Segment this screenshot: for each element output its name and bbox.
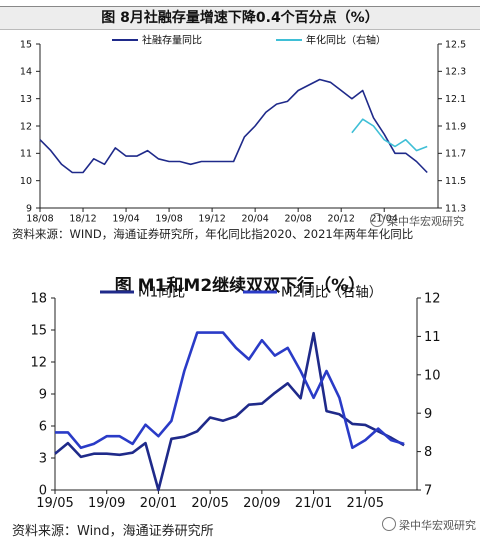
source-note: 资料来源：Wind，海通证券研究所 bbox=[12, 524, 214, 539]
series-line-2 bbox=[55, 331, 405, 450]
legend-label: M2同比（右轴） bbox=[281, 285, 382, 301]
x-tick-label: 19/08 bbox=[155, 214, 182, 225]
y-tick-label-left: 15 bbox=[30, 324, 47, 339]
watermark: 梁中华宏观研究 bbox=[382, 517, 476, 533]
series-line-1 bbox=[39, 78, 428, 174]
y-tick-label-right: 11 bbox=[424, 330, 441, 345]
line-chart-social-financing: 9 10 11 12 13 14 15 11.3 11.5 11.7 11.9 12.1 12.3 12.… bbox=[20, 34, 466, 225]
y-tick-label-right: 9 bbox=[424, 407, 432, 422]
x-tick-label: 20/08 bbox=[284, 214, 311, 225]
x-tick-label: 20/04 bbox=[241, 214, 268, 225]
x-tick-label: 21/01 bbox=[295, 496, 332, 511]
x-tick-label: 19/09 bbox=[88, 496, 125, 511]
x-tick-label: 20/09 bbox=[243, 496, 280, 511]
y-tick-label-left: 11 bbox=[20, 149, 32, 160]
y-tick-label-left: 12 bbox=[20, 121, 32, 132]
watermark: 梁中华宏观研究 bbox=[370, 213, 464, 229]
source-note: 资料来源：WIND，海通证券研究所，年化同比指2020、2021年两年年化同比 bbox=[12, 227, 414, 241]
legend-label: 社融存量同比 bbox=[142, 34, 202, 47]
y-tick-label-right: 12.1 bbox=[445, 94, 466, 105]
y-tick-label-left: 0 bbox=[39, 484, 47, 499]
chart-panel-m1-m2: 图 M1和M2继续双双下行（%） 0 3 6 9 12 15 18 7 8 9 10 11 12 19/0… bbox=[0, 262, 480, 548]
x-tick-label: 20/01 bbox=[140, 496, 177, 511]
y-tick-label-left: 13 bbox=[20, 94, 32, 105]
legend-label: 年化同比（右轴） bbox=[306, 34, 386, 47]
y-tick-label-left: 3 bbox=[39, 452, 47, 467]
y-tick-label-left: 12 bbox=[30, 356, 47, 371]
series-line-2 bbox=[351, 118, 428, 152]
y-tick-label-right: 12.3 bbox=[445, 67, 466, 78]
x-tick-label: 19/04 bbox=[112, 214, 139, 225]
series-line-1 bbox=[54, 331, 405, 492]
y-tick-label-right: 11.7 bbox=[445, 149, 466, 160]
line-chart-m1-m2: 0 3 6 9 12 15 18 7 8 9 10 11 12 19/05 19/09 20/01 20/05 2… bbox=[30, 285, 441, 511]
y-tick-label-right: 12 bbox=[424, 292, 441, 307]
chart-title: 图 8月社融存量增速下降0.4个百分点（%） bbox=[0, 6, 480, 30]
y-tick-label-left: 18 bbox=[30, 292, 47, 307]
x-tick-label: 18/08 bbox=[26, 214, 53, 225]
x-tick-label: 21/04 bbox=[371, 214, 398, 225]
y-tick-label-left: 9 bbox=[26, 203, 32, 214]
x-tick-label: 21/05 bbox=[347, 496, 384, 511]
x-tick-label: 20/12 bbox=[327, 214, 354, 225]
wechat-icon bbox=[382, 517, 396, 531]
y-tick-label-right: 7 bbox=[424, 484, 432, 499]
y-tick-label-right: 11.9 bbox=[445, 121, 466, 132]
y-tick-label-right: 11.5 bbox=[445, 176, 466, 187]
y-tick-label-left: 6 bbox=[39, 420, 47, 435]
legend-label: M1同比 bbox=[138, 285, 185, 301]
chart-panel-social-financing: 图 8月社融存量增速下降0.4个百分点（%） 9 10 11 12 13 14 15 11.3… bbox=[0, 0, 480, 262]
y-tick-label-left: 10 bbox=[20, 176, 32, 187]
y-tick-label-left: 14 bbox=[20, 67, 32, 78]
wechat-icon bbox=[370, 213, 384, 227]
x-tick-label: 19/05 bbox=[36, 496, 73, 511]
y-tick-label-right: 11.3 bbox=[445, 203, 466, 214]
y-tick-label-left: 15 bbox=[20, 39, 32, 50]
y-tick-label-right: 12.5 bbox=[445, 39, 466, 50]
chart-title: 图 M1和M2继续双双下行（%） bbox=[114, 276, 366, 296]
x-tick-label: 20/05 bbox=[191, 496, 228, 511]
y-tick-label-right: 10 bbox=[424, 368, 441, 383]
x-tick-label: 19/12 bbox=[198, 214, 225, 225]
y-tick-label-left: 9 bbox=[39, 388, 47, 403]
x-tick-label: 18/12 bbox=[69, 214, 96, 225]
y-tick-label-right: 8 bbox=[424, 445, 432, 460]
